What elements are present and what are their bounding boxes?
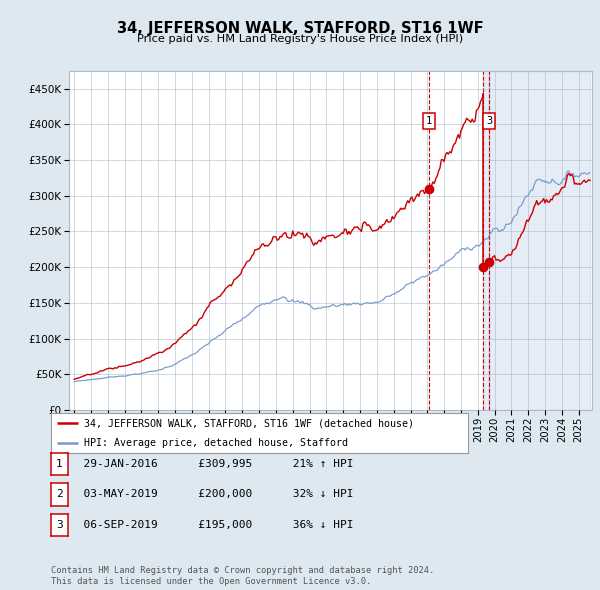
Bar	[484, 71, 489, 410]
Text: 03-MAY-2019      £200,000      32% ↓ HPI: 03-MAY-2019 £200,000 32% ↓ HPI	[70, 490, 354, 499]
Text: Contains HM Land Registry data © Crown copyright and database right 2024.
This d: Contains HM Land Registry data © Crown c…	[51, 566, 434, 586]
Text: HPI: Average price, detached house, Stafford: HPI: Average price, detached house, Staf…	[85, 438, 349, 448]
Text: 34, JEFFERSON WALK, STAFFORD, ST16 1WF: 34, JEFFERSON WALK, STAFFORD, ST16 1WF	[116, 21, 484, 35]
Text: 06-SEP-2019      £195,000      36% ↓ HPI: 06-SEP-2019 £195,000 36% ↓ HPI	[70, 520, 354, 530]
Text: 3: 3	[486, 116, 492, 126]
Bar	[489, 71, 590, 410]
Text: 3: 3	[56, 520, 63, 530]
Text: Price paid vs. HM Land Registry's House Price Index (HPI): Price paid vs. HM Land Registry's House …	[137, 34, 463, 44]
Text: 1: 1	[425, 116, 432, 126]
Text: 29-JAN-2016      £309,995      21% ↑ HPI: 29-JAN-2016 £309,995 21% ↑ HPI	[70, 459, 354, 468]
Text: 34, JEFFERSON WALK, STAFFORD, ST16 1WF (detached house): 34, JEFFERSON WALK, STAFFORD, ST16 1WF (…	[85, 418, 415, 428]
Text: 1: 1	[56, 459, 63, 468]
Text: 2: 2	[56, 490, 63, 499]
